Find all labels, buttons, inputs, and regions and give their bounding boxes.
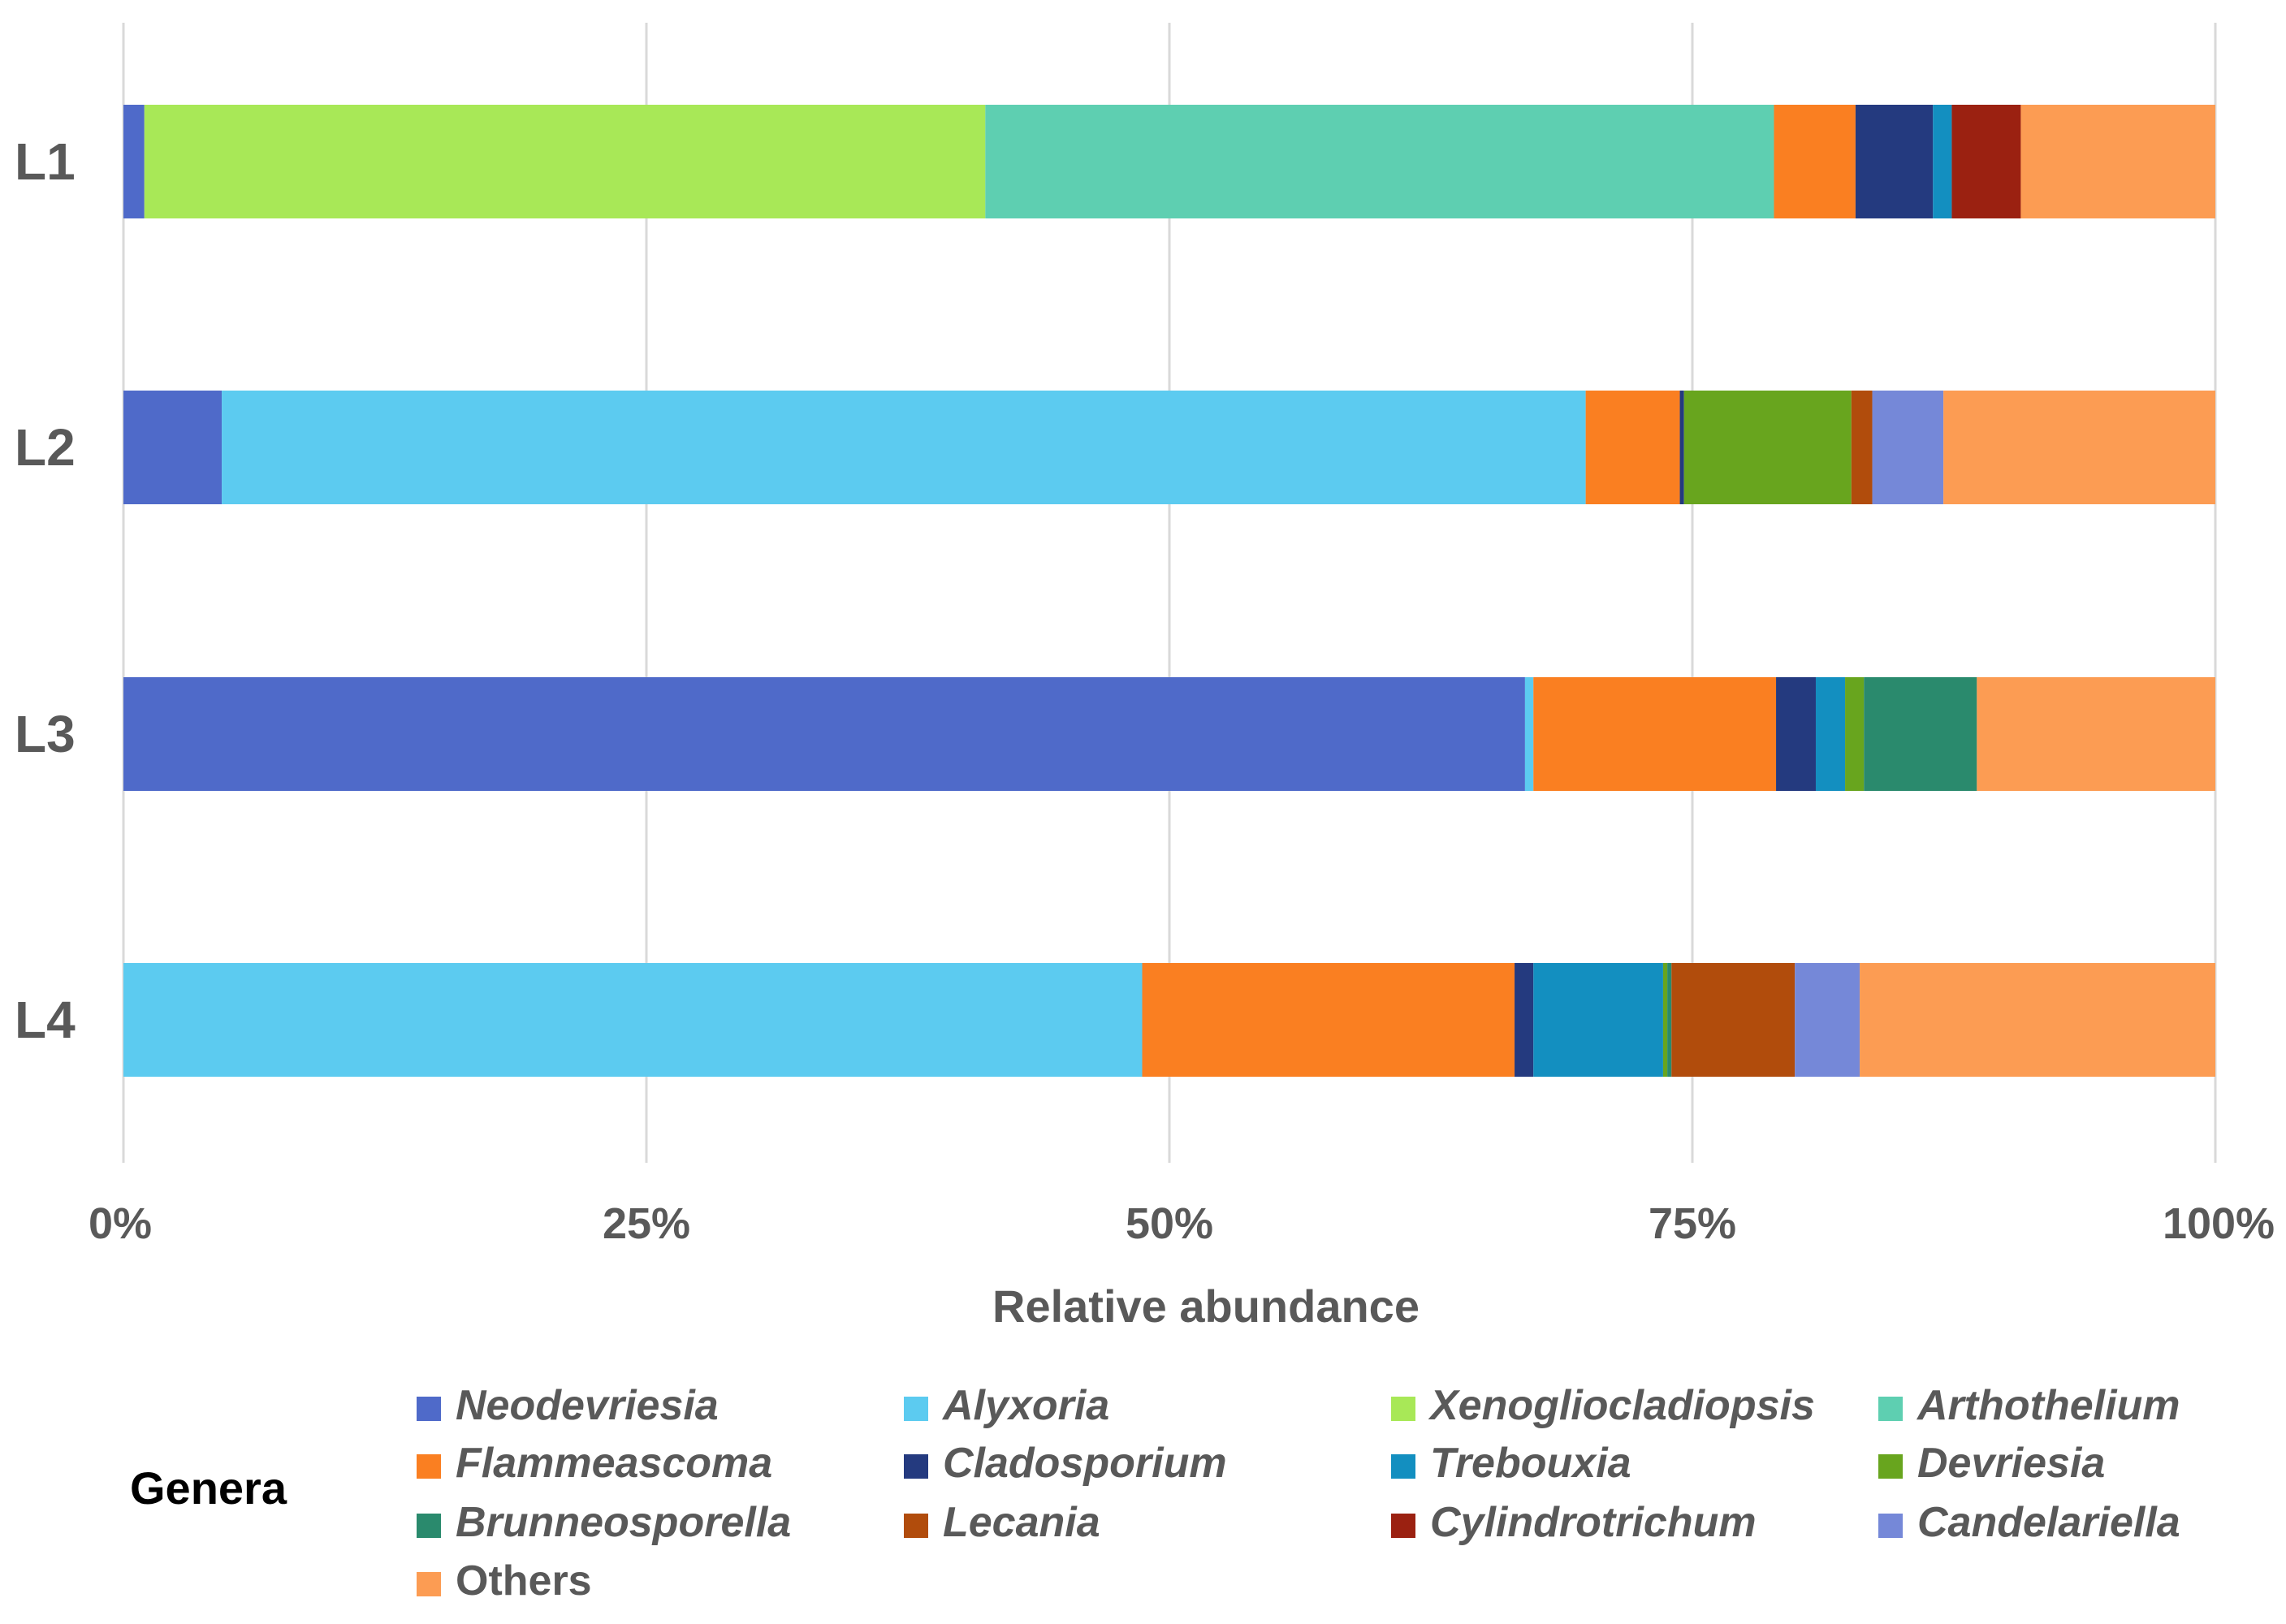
bar-segment	[1585, 391, 1680, 504]
legend-swatch	[1878, 1397, 1903, 1421]
legend-label: Lecania	[943, 1499, 1100, 1546]
bars-group	[123, 105, 2215, 1077]
bar-segment	[1515, 963, 1534, 1077]
legend-title: Genera	[130, 1462, 287, 1514]
bar-segment	[1662, 963, 1668, 1077]
bar-segment	[1533, 677, 1777, 791]
x-tick-label: 50%	[1126, 1199, 1213, 1248]
category-label: L1	[15, 132, 76, 191]
legend: Genera Neodevriesia Alyxoria Xenogliocladi…	[130, 1382, 2180, 1605]
bar-segment	[1533, 963, 1663, 1077]
bar-segment	[123, 963, 1143, 1077]
bar-segment	[222, 391, 1586, 504]
legend-label: Trebouxia	[1430, 1440, 1631, 1487]
legend-swatch	[1391, 1397, 1415, 1421]
bar-segment	[1855, 105, 1934, 218]
x-tick-label: 100%	[2163, 1199, 2275, 1248]
legend-swatch	[417, 1514, 441, 1538]
legend-label: Cladosporium	[943, 1440, 1227, 1487]
legend-swatch	[417, 1572, 441, 1596]
legend-swatch	[904, 1514, 928, 1538]
x-tick-label: 25%	[603, 1199, 690, 1248]
legend-swatch	[904, 1397, 928, 1421]
bar-segment	[1933, 105, 1952, 218]
bar-segment	[1795, 963, 1860, 1077]
bar-segment	[1774, 105, 1856, 218]
bar-segment	[1872, 391, 1944, 504]
legend-swatch	[1878, 1514, 1903, 1538]
legend-label: Candelariella	[1917, 1499, 2180, 1546]
bar-segment	[1951, 105, 2021, 218]
legend-label: Devriesia	[1917, 1440, 2105, 1487]
bar-segment	[985, 105, 1774, 218]
bar-segment	[123, 105, 145, 218]
legend-label: Others	[456, 1557, 592, 1605]
legend-swatch	[1878, 1454, 1903, 1479]
bar-segment	[1860, 963, 2215, 1077]
category-label: L3	[15, 705, 76, 763]
bar-segment	[1671, 963, 1796, 1077]
bar-segment	[1864, 677, 1977, 791]
bar-segment	[1943, 391, 2215, 504]
bar-segment	[1142, 963, 1515, 1077]
x-tick-labels: 0% 25% 50% 75% 100%	[89, 1199, 2275, 1248]
category-label: L4	[15, 991, 76, 1049]
legend-swatch	[417, 1397, 441, 1421]
bar-segment	[2020, 105, 2215, 218]
bar-segment	[1679, 391, 1684, 504]
legend-label: Alyxoria	[941, 1382, 1109, 1429]
x-tick-label: 0%	[89, 1199, 152, 1248]
legend-label: Arthothelium	[1916, 1382, 2180, 1429]
legend-label: Brunneosporella	[456, 1499, 791, 1546]
category-labels: L1 L2 L3 L4	[15, 132, 76, 1049]
bar-segment	[1815, 677, 1846, 791]
legend-swatch	[417, 1454, 441, 1479]
bar-segment	[1845, 677, 1865, 791]
x-axis-title: Relative abundance	[992, 1281, 1420, 1332]
x-tick-label: 75%	[1649, 1199, 1736, 1248]
bar-segment	[1524, 677, 1534, 791]
legend-label: Xenogliocladiopsis	[1428, 1382, 1815, 1429]
legend-swatch	[1391, 1514, 1415, 1538]
bar-segment	[1667, 963, 1672, 1077]
bar-segment	[123, 391, 223, 504]
category-label: L2	[15, 418, 76, 477]
legend-label: Cylindrotrichum	[1430, 1499, 1757, 1546]
bar-segment	[144, 105, 986, 218]
bar-segment	[1776, 677, 1816, 791]
legend-label: Flammeascoma	[456, 1440, 772, 1487]
legend-label: Neodevriesia	[456, 1382, 719, 1429]
bar-segment	[123, 677, 1525, 791]
bar-segment	[1851, 391, 1873, 504]
legend-swatch	[1391, 1454, 1415, 1479]
legend-swatch	[904, 1454, 928, 1479]
bar-segment	[1683, 391, 1852, 504]
bar-segment	[1977, 677, 2215, 791]
